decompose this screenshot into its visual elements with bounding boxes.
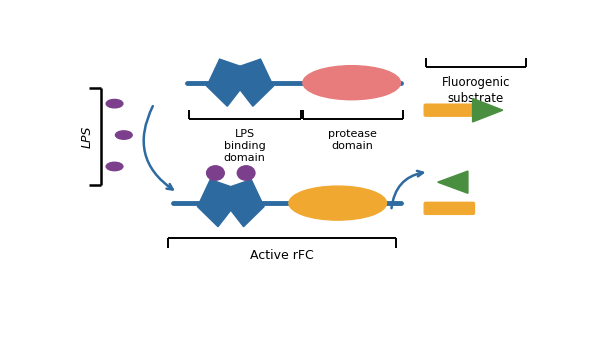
Ellipse shape [289, 186, 386, 220]
Text: Fluorogenic
substrate: Fluorogenic substrate [442, 76, 510, 105]
Ellipse shape [237, 166, 255, 180]
Ellipse shape [115, 131, 132, 139]
FancyBboxPatch shape [424, 202, 475, 215]
Polygon shape [240, 59, 274, 106]
Text: LPS: LPS [81, 125, 94, 148]
Text: LPS
binding
domain: LPS binding domain [224, 129, 266, 163]
Polygon shape [207, 59, 240, 106]
Ellipse shape [303, 66, 401, 100]
Ellipse shape [206, 166, 224, 180]
FancyBboxPatch shape [424, 104, 475, 116]
Polygon shape [197, 180, 231, 227]
Ellipse shape [106, 162, 123, 171]
Polygon shape [231, 180, 264, 227]
Polygon shape [473, 98, 503, 122]
Polygon shape [438, 171, 468, 193]
Text: Active rFC: Active rFC [250, 249, 314, 262]
Ellipse shape [106, 99, 123, 108]
Text: protease
domain: protease domain [328, 129, 377, 151]
